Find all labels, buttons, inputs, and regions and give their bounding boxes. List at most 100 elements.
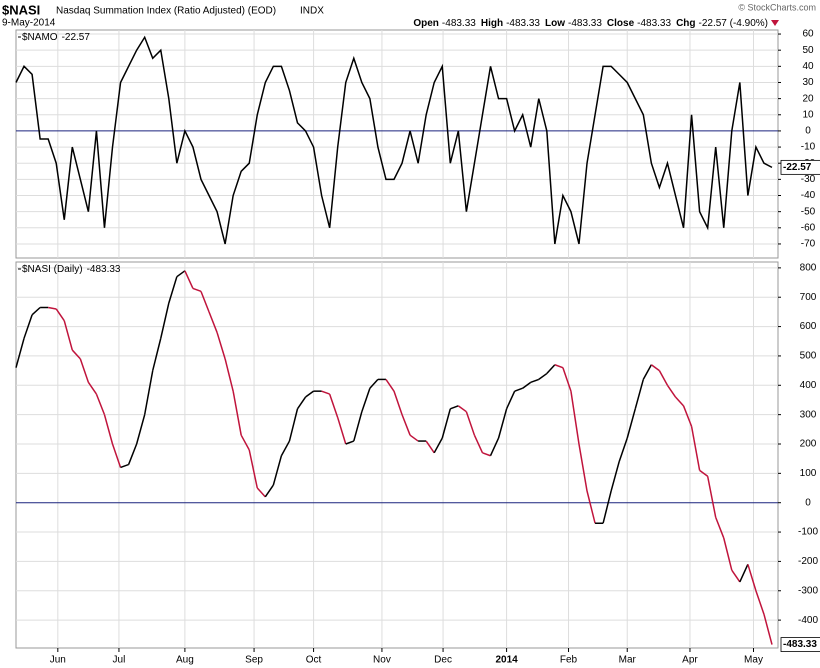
line-segment (674, 396, 685, 407)
legend: $NAMO -22.57 (22, 32, 90, 43)
line-segment (699, 469, 709, 477)
x-tick-label: Mar (619, 655, 637, 666)
line-segment (151, 338, 162, 371)
y-tick-label: -40 (801, 190, 816, 201)
line-segment (305, 390, 315, 398)
line-segment (610, 461, 620, 492)
line-segment (666, 384, 677, 398)
line-segment (433, 437, 443, 454)
y-tick-label: 0 (805, 497, 811, 508)
y-tick-label: -400 (798, 615, 818, 626)
line-segment (120, 463, 129, 469)
y-tick-label: -50 (801, 206, 816, 217)
line-segment (505, 390, 516, 410)
last-value-box (780, 159, 820, 175)
quote-value: -483.33 (506, 18, 540, 29)
line-segment (272, 455, 283, 486)
line-segment (248, 449, 259, 489)
line-segment (184, 270, 194, 289)
quote-label: Low (545, 18, 565, 29)
y-tick-label: 200 (800, 439, 817, 450)
y-tick-label: -70 (801, 239, 816, 250)
x-tick-label: May (744, 655, 763, 666)
line-segment (385, 378, 395, 392)
line-segment (296, 396, 307, 410)
line-segment (216, 332, 226, 360)
line-segment (457, 405, 467, 413)
y-tick-label: 600 (800, 321, 817, 332)
y-tick-label: -30 (801, 174, 816, 185)
y-tick-label: 60 (802, 29, 814, 40)
line-segment (232, 391, 242, 436)
line-segment (650, 364, 660, 372)
line-segment (739, 564, 749, 583)
x-tick-label: Feb (560, 655, 578, 666)
line-segment (465, 411, 476, 436)
legend-name: $NAMO (22, 32, 58, 43)
line-segment (763, 614, 773, 645)
quote-value: -22.57 (-4.90%) (699, 18, 768, 29)
line-segment (706, 476, 717, 518)
line-segment (168, 276, 178, 304)
line-segment (87, 381, 98, 395)
y-tick-label: -10 (801, 142, 816, 153)
line-segment (731, 569, 741, 583)
y-tick-label: 40 (802, 61, 814, 72)
line-segment (127, 443, 138, 465)
line (15, 35, 773, 245)
line-segment (723, 537, 733, 571)
quote-value: -483.33 (568, 18, 602, 29)
line-segment (111, 443, 122, 468)
x-tick-label: Sep (245, 655, 263, 666)
y-tick-label: 20 (802, 93, 814, 104)
line-segment (682, 405, 693, 427)
y-tick-label: 400 (800, 380, 817, 391)
y-tick-label: 300 (800, 409, 817, 420)
down-arrow (771, 20, 779, 26)
line-segment (336, 417, 347, 445)
y-tick-label: -200 (798, 556, 818, 567)
line-segment (578, 443, 588, 492)
quote-value: -483.33 (442, 18, 476, 29)
line-segment (554, 364, 564, 369)
line-segment (192, 287, 202, 293)
line-segment (586, 490, 596, 524)
line-segment (48, 306, 57, 310)
y-tick-label: 700 (800, 292, 817, 303)
x-tick-label: Nov (373, 655, 391, 666)
line-segment (176, 270, 186, 278)
line-segment (135, 414, 146, 445)
legend: $NASI (Daily) -483.33 (22, 264, 121, 275)
line-segment (473, 434, 484, 454)
line-segment (409, 434, 419, 442)
line-segment (425, 440, 435, 454)
line-segment (361, 387, 371, 412)
line-segment (63, 320, 74, 351)
y-tick-label: -60 (801, 222, 816, 233)
line-segment (755, 590, 765, 615)
y-tick-label: 800 (800, 263, 817, 274)
y-tick-label: -100 (798, 527, 818, 538)
y-tick-label: 0 (805, 126, 811, 137)
line-segment (626, 408, 636, 439)
last-value-box (780, 637, 820, 652)
line-segment (658, 370, 669, 386)
copyright: © StockCharts.com (738, 2, 816, 12)
line-segment (79, 358, 90, 383)
panel (15, 29, 779, 259)
line-segment (103, 414, 114, 445)
quote-label: High (481, 18, 503, 29)
line-segment (530, 378, 540, 384)
x-tick-label: Dec (434, 655, 452, 666)
symbol: $NASI (2, 2, 40, 17)
line-segment (570, 391, 580, 445)
panel (15, 261, 779, 649)
line-segment (353, 411, 363, 442)
line-segment (328, 393, 339, 418)
line-segment (690, 426, 701, 471)
x-tick-label: 2014 (495, 655, 518, 666)
legend-value: -483.33 (87, 264, 121, 275)
legend-name: $NASI (Daily) (22, 264, 83, 275)
line-segment (450, 405, 459, 410)
quote: Open -483.33 High -483.33 Low -483.33 Close -48… (413, 18, 768, 29)
